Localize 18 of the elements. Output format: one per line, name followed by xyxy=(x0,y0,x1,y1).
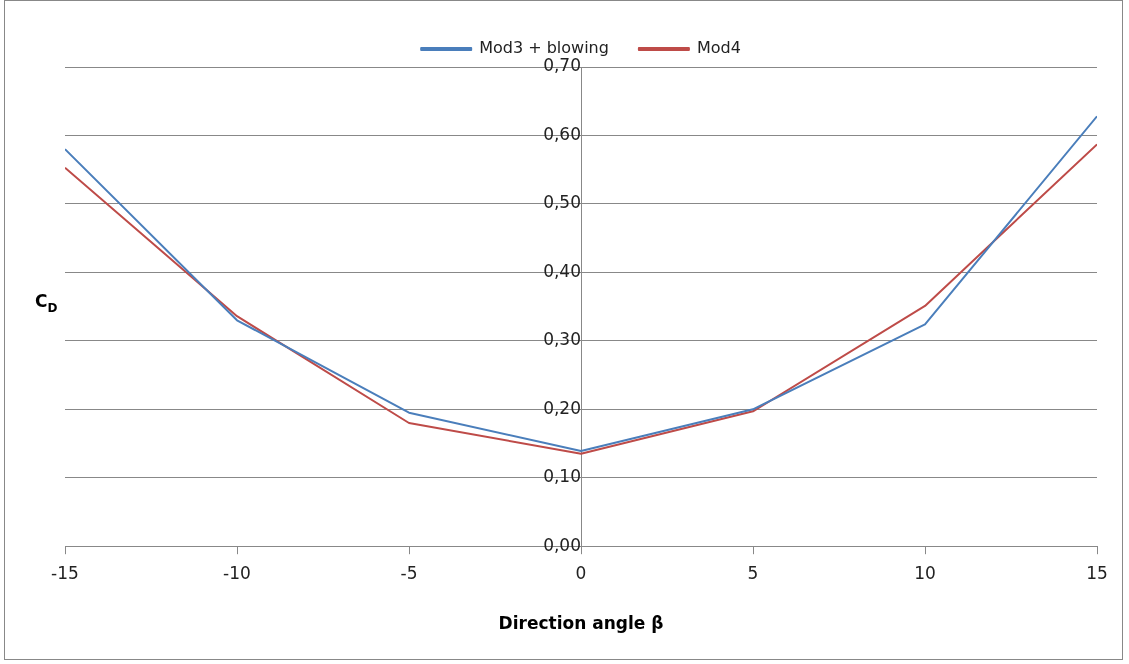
y-tick-label: 0,20 xyxy=(543,397,581,418)
legend-label: Mod4 xyxy=(696,38,741,58)
x-tick-label: 15 xyxy=(1086,562,1108,583)
x-tick-label: -15 xyxy=(51,562,79,583)
y-tick-label: 0,70 xyxy=(543,55,581,76)
y-tick-label: 0,30 xyxy=(543,329,581,350)
legend-label: Mod3 + blowing xyxy=(479,38,609,58)
x-tick-label: 5 xyxy=(747,562,759,583)
y-tick-label: 0,50 xyxy=(543,192,581,213)
y-tick-label: 0,40 xyxy=(543,260,581,281)
x-tick-label: -10 xyxy=(223,562,251,583)
x-axis-title: Direction angle β xyxy=(498,613,664,634)
x-tick-label: 10 xyxy=(914,562,936,583)
y-tick-label: 0,60 xyxy=(543,123,581,144)
x-tick-label: 0 xyxy=(575,562,587,583)
y-tick-label: 0,10 xyxy=(543,466,581,487)
x-tick-label: -5 xyxy=(400,562,418,583)
y-tick-label: 0,00 xyxy=(543,534,581,555)
